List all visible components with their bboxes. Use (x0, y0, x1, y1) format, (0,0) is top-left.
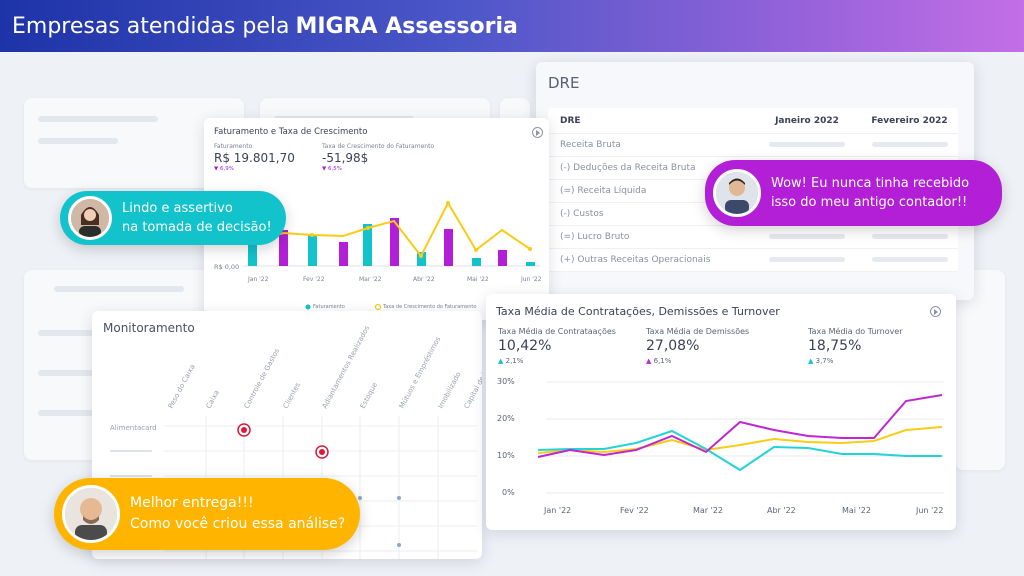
testimonial-bubble: Lindo e assertivo na tomada de decisão! (60, 191, 286, 245)
column-label: Imobilizado (437, 371, 463, 410)
line-contratacoes (537, 429, 942, 472)
bar-faturamento (526, 262, 535, 266)
kpi-delta: ▼ 6,9% (214, 166, 234, 172)
x-tick-label: Jun '22 (521, 276, 542, 283)
y-tick-label: 20% (497, 414, 515, 423)
legend-item: Faturamento (313, 304, 345, 310)
column-label: Controle de Gastos (243, 347, 282, 410)
banner-title-bold: MIGRA Assessoria (295, 13, 518, 39)
line-turnover (537, 426, 943, 454)
testimonial-text: Melhor entrega!!! Como você criou essa a… (130, 495, 346, 532)
y-tick-label: 10% (497, 451, 515, 460)
turnover-chart (537, 381, 944, 494)
testimonial-bubble: Wow! Eu nunca tinha recebido isso do meu… (705, 160, 1002, 226)
x-tick-label: Jan '22 (248, 276, 269, 283)
bar-faturamento (308, 235, 317, 266)
page-banner: Empresas atendidas pela MIGRA Assessoria (0, 0, 1024, 52)
faturamento-chart (242, 200, 540, 311)
avatar (62, 485, 120, 543)
kpi-value: R$ 19.801,70 (214, 151, 295, 165)
ghost-card (955, 270, 1005, 470)
column-label: Mútuos e Empréstimos (398, 335, 443, 410)
dre-header-cell: Janeiro 2022 (775, 115, 839, 126)
kpi-delta: ▲ 6,1% (646, 357, 672, 365)
dre-header-cell: DRE (560, 115, 581, 126)
kpi-delta: ▲ 3,7% (808, 357, 834, 365)
dre-row-label: (-) Deduções da Receita Bruta (560, 163, 696, 173)
kpi-delta: ▲ 2,1% (498, 357, 524, 365)
bar-faturamento (417, 252, 426, 266)
x-tick-label: Fev '22 (303, 276, 325, 283)
column-label: Caixa (205, 389, 221, 410)
x-tick-label: Fev '22 (620, 506, 649, 515)
x-tick-label: Mar '22 (693, 506, 724, 515)
kpi-value: -51,98$ (322, 151, 369, 165)
avatar (68, 196, 112, 240)
dre-title: DRE (548, 74, 580, 92)
dre-row-label: (-) Custos (560, 209, 604, 219)
kpi-value: 10,42% (498, 338, 552, 354)
y-axis-label: R$ 0,00 (214, 263, 240, 271)
column-label: Clientes (282, 381, 302, 410)
bar-taxa (390, 218, 399, 266)
table-row: (=) Lucro Bruto (548, 226, 958, 249)
line-demissoes (537, 394, 943, 458)
monitoramento-card: Monitoramento Peso do Caixa Caixa Contro… (92, 311, 482, 559)
dre-row-label: Receita Bruta (560, 140, 621, 150)
dre-row-label: (=) Lucro Bruto (560, 232, 630, 242)
kpi-delta: ▼ 6,5% (322, 166, 342, 172)
play-icon[interactable] (930, 306, 941, 317)
bar-taxa (444, 229, 453, 266)
banner-title-plain: Empresas atendidas pela (12, 13, 290, 39)
bar-faturamento (363, 224, 372, 266)
dre-header-cell: Fevereiro 2022 (871, 115, 948, 126)
dre-header-row: DRE Janeiro 2022 Fevereiro 2022 (548, 108, 958, 134)
column-label: Capital de Terceiros (463, 345, 482, 410)
kpi-label: Taxa Média de Contrataações (498, 327, 616, 336)
testimonial-text: Wow! Eu nunca tinha recebido isso do meu… (771, 176, 970, 210)
x-tick-label: Abr '22 (767, 506, 796, 515)
bar-faturamento (248, 228, 257, 266)
kpi-label: Taxa Média do Turnover (808, 327, 903, 336)
monitoramento-title: Monitoramento (103, 321, 195, 335)
x-tick-label: Mai '22 (467, 276, 489, 283)
kpi-label: Taxa Média de Demissões (646, 327, 750, 336)
play-icon[interactable] (532, 127, 543, 138)
x-tick-label: Abr '22 (413, 276, 435, 283)
table-row: (+) Outras Receitas Operacionais (548, 249, 958, 272)
testimonial-text: Lindo e assertivo na tomada de decisão! (122, 201, 272, 235)
legend-item: Taxa de Crescimento do Faturamento (383, 304, 477, 310)
dre-row-label: (=) Receita Líquida (560, 186, 647, 196)
avatar (713, 169, 761, 217)
kpi-label: Faturamento (214, 143, 253, 150)
kpi-value: 27,08% (646, 338, 700, 354)
turnover-title: Taxa Média de Contratações, Demissões e … (496, 305, 780, 318)
bar-taxa (339, 242, 348, 266)
x-tick-label: Mai '22 (842, 506, 871, 515)
y-tick-label: 0% (502, 488, 515, 497)
x-tick-label: Jun '22 (916, 506, 944, 515)
bar-taxa (498, 250, 507, 266)
table-row: Receita Bruta (548, 134, 958, 157)
column-label: Peso do Caixa (167, 363, 197, 410)
y-tick-label: 30% (497, 377, 515, 386)
bar-faturamento (472, 258, 481, 266)
column-label: Estoque (359, 381, 379, 410)
x-tick-label: Mar '22 (359, 276, 382, 283)
dre-row-label: (+) Outras Receitas Operacionais (560, 255, 711, 265)
faturamento-title: Faturamento e Taxa de Crescimento (214, 127, 368, 137)
line-taxa-crescimento (251, 200, 531, 258)
kpi-value: 18,75% (808, 338, 862, 354)
x-tick-label: Jan '22 (544, 506, 572, 515)
kpi-label: Taxa de Crescimento do Faturamento (322, 143, 435, 150)
row-label: Alimentacard (110, 424, 157, 432)
testimonial-bubble: Melhor entrega!!! Como você criou essa a… (54, 478, 360, 550)
bar-taxa (279, 230, 288, 266)
turnover-card: Taxa Média de Contratações, Demissões e … (486, 294, 956, 530)
